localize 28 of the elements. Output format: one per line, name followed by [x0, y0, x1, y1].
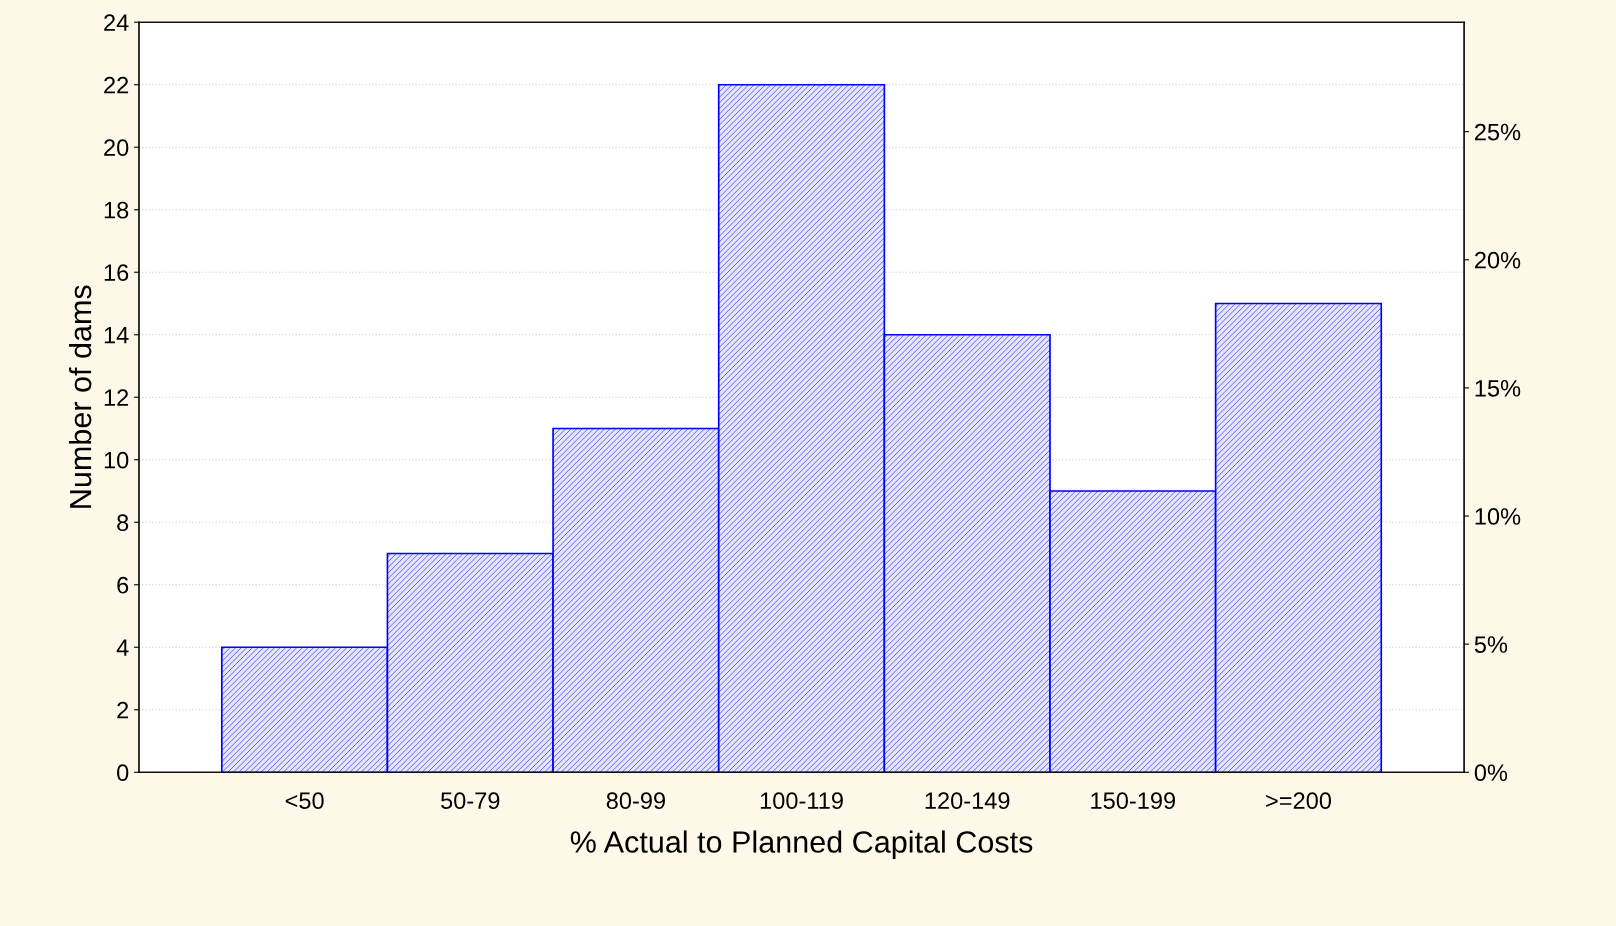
y2-tick-label: 0% — [1474, 764, 1508, 782]
x-tick-label: 120-149 — [925, 792, 1010, 810]
y2-tick-label: 20% — [1475, 251, 1521, 269]
x-tick-label: 150-199 — [1091, 792, 1176, 810]
x-tick-label: 80-99 — [606, 792, 665, 810]
y-tick-label: 14 — [104, 327, 129, 344]
y-tick-label: 6 — [117, 576, 129, 594]
y-tick-label: 4 — [116, 639, 129, 656]
y-tick-label: 2 — [117, 701, 129, 719]
y-tick-label: 24 — [104, 14, 129, 31]
y-tick-label: 16 — [104, 264, 129, 282]
x-tick-label: >=200 — [1266, 792, 1332, 810]
y-tick-label: 8 — [117, 514, 129, 532]
y-tick-label: 12 — [104, 389, 129, 406]
y2-tick-label: 5% — [1474, 636, 1508, 653]
y-tick-label: 10 — [104, 451, 129, 469]
y-tick-label: 18 — [104, 201, 129, 219]
x-tick-label: <50 — [285, 792, 324, 810]
y-axis-title: Number of dams — [68, 285, 92, 508]
x-tick-label: 50-79 — [441, 792, 500, 810]
y-tick-label: 20 — [104, 139, 129, 157]
y2-tick-label: 10% — [1475, 508, 1521, 525]
y-tick-label: 22 — [104, 76, 129, 94]
x-axis-title: % Actual to Planned Capital Costs — [570, 830, 1033, 859]
x-tick-label: 100-119 — [760, 792, 843, 810]
y-tick-label: 0 — [117, 764, 129, 782]
y2-tick-label: 15% — [1475, 380, 1521, 397]
y2-tick-label: 25% — [1475, 123, 1521, 141]
